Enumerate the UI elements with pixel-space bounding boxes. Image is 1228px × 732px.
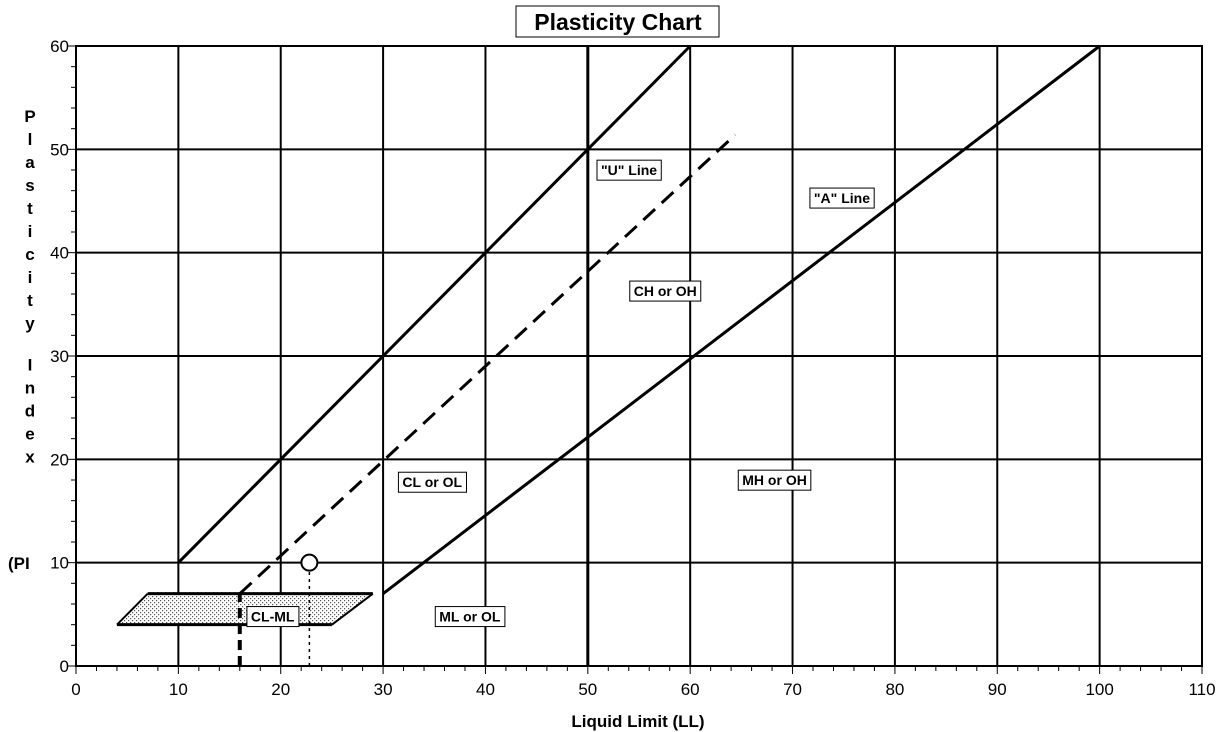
y-tick-label: 10 <box>50 554 69 573</box>
region-label-text: MH or OH <box>742 472 807 488</box>
y-axis-label-char: c <box>25 245 34 264</box>
region-label-text: CL or OL <box>402 474 462 490</box>
region-label-text: CL-ML <box>251 609 295 625</box>
y-axis-label-char: l <box>28 130 33 149</box>
y-axis-label-char: s <box>25 176 34 195</box>
x-tick-label: 60 <box>681 680 700 699</box>
region-label-box <box>434 606 506 628</box>
y-axis-label-word: (PI <box>8 554 30 573</box>
chart-title: Plasticity Chart <box>534 9 702 35</box>
region-labels: "U" Line "A" Line CH or OH CL or OL MH or OH… <box>246 159 875 628</box>
cl-ml-zone-right <box>331 592 374 626</box>
x-tick-label: 10 <box>169 680 188 699</box>
x-tick-label: 110 <box>1188 680 1215 699</box>
x-tick-label: 90 <box>988 680 1007 699</box>
region-label: CL or OL <box>397 471 467 493</box>
x-tick-label: 0 <box>71 680 80 699</box>
y-axis-label-char: n <box>25 378 35 397</box>
y-tick-label: 0 <box>60 657 69 676</box>
region-label-text: "U" Line <box>601 162 657 178</box>
cl-ml-zone-layer <box>116 592 374 627</box>
y-axis-label-char: a <box>25 153 35 172</box>
y-axis-label-char: d <box>25 401 35 420</box>
region-label-text: CH or OH <box>634 283 697 299</box>
x-tick-label: 70 <box>783 680 802 699</box>
region-label-text: ML or OL <box>439 609 501 625</box>
y-tick-label: 40 <box>50 244 69 263</box>
y-axis-label-char: P <box>24 107 35 126</box>
region-label-box <box>397 471 467 493</box>
region-label: "U" Line <box>596 159 662 181</box>
y-axis-label-char: t <box>27 291 33 310</box>
u-line <box>177 44 692 564</box>
y-axis-label-char: i <box>28 222 33 241</box>
region-label: ML or OL <box>434 606 506 628</box>
y-axis-label-char: I <box>28 355 33 374</box>
y-axis-label-char: i <box>28 268 33 287</box>
region-label: CL-ML <box>246 606 300 628</box>
region-label-box <box>809 187 875 209</box>
region-label: CH or OH <box>629 280 702 302</box>
x-tick-label: 50 <box>578 680 597 699</box>
a-line <box>382 44 1101 595</box>
y-axis-label-char: e <box>25 424 34 443</box>
x-axis-label: Liquid Limit (LL) <box>571 712 704 731</box>
y-tick-label: 30 <box>50 347 69 366</box>
y-tick-label: 50 <box>50 140 69 159</box>
region-label-text: "A" Line <box>814 190 870 206</box>
series-layer <box>177 44 1101 666</box>
region-label: MH or OH <box>737 469 812 491</box>
region-label: "A" Line <box>809 187 875 209</box>
x-tick-label: 20 <box>271 680 290 699</box>
cl-ml-zone-fill <box>116 593 373 625</box>
y-axis-label-char: t <box>27 199 33 218</box>
region-label-box <box>629 280 702 302</box>
y-axis-label-char: y <box>25 314 35 333</box>
region-label-box <box>596 159 662 181</box>
data-point-marker <box>300 553 319 572</box>
x-tick-label: 100 <box>1085 680 1113 699</box>
data-points <box>300 553 319 572</box>
y-tick-label: 60 <box>50 37 69 56</box>
chart-title-box <box>515 5 720 38</box>
region-label-box <box>246 606 300 628</box>
region-label-box <box>737 469 812 491</box>
y-axis-label-char: x <box>25 447 35 466</box>
dashed-line <box>238 133 737 595</box>
x-tick-label: 40 <box>476 680 495 699</box>
axis-ticks: 0 10 20 30 40 50 60 70 80 90 100 110 0 10 20 30 40 50 60 <box>50 37 1215 699</box>
x-tick-label: 30 <box>374 680 393 699</box>
x-tick-label: 80 <box>885 680 904 699</box>
cl-ml-zone-left <box>116 592 149 626</box>
y-tick-label: 20 <box>50 450 69 469</box>
